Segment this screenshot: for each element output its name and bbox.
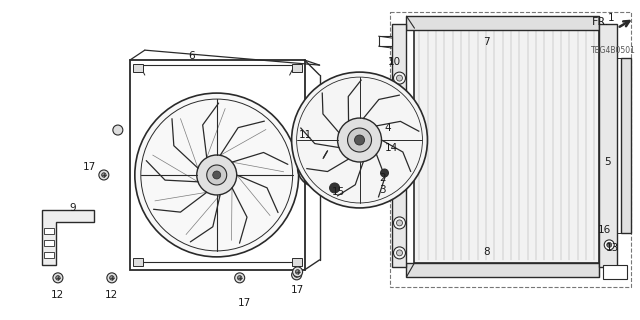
Text: FR.: FR. — [592, 17, 609, 27]
Circle shape — [212, 171, 221, 179]
Bar — [133, 258, 143, 266]
Text: 10: 10 — [388, 57, 401, 67]
Bar — [621, 58, 631, 233]
Circle shape — [337, 118, 381, 162]
Circle shape — [135, 93, 299, 257]
Circle shape — [397, 75, 403, 81]
Bar — [390, 12, 631, 287]
Circle shape — [604, 240, 614, 250]
Circle shape — [348, 128, 372, 152]
Text: 1: 1 — [608, 13, 614, 23]
Circle shape — [235, 273, 244, 283]
Circle shape — [394, 72, 406, 84]
Text: 11: 11 — [299, 130, 312, 140]
Circle shape — [330, 183, 340, 193]
Circle shape — [56, 276, 60, 280]
Circle shape — [397, 180, 403, 186]
Bar — [406, 263, 599, 277]
Text: 3: 3 — [379, 185, 386, 195]
Bar — [133, 64, 143, 72]
Text: 12: 12 — [105, 290, 118, 300]
Text: 6: 6 — [188, 51, 195, 61]
Bar — [130, 60, 305, 270]
Circle shape — [53, 273, 63, 283]
Circle shape — [394, 247, 406, 259]
Text: 9: 9 — [70, 203, 76, 213]
Bar — [415, 28, 599, 263]
Text: 16: 16 — [598, 225, 611, 235]
Bar — [44, 240, 54, 246]
Text: 7: 7 — [483, 37, 490, 47]
Polygon shape — [42, 210, 94, 265]
Bar — [292, 258, 301, 266]
Bar — [378, 36, 392, 46]
Bar — [44, 228, 54, 234]
Circle shape — [294, 272, 299, 277]
Circle shape — [292, 267, 303, 277]
Bar — [44, 252, 54, 258]
Circle shape — [397, 220, 403, 226]
Bar — [406, 16, 599, 30]
Circle shape — [394, 177, 406, 189]
Circle shape — [237, 276, 242, 280]
Text: 17: 17 — [83, 162, 97, 172]
Circle shape — [196, 155, 237, 195]
Text: 4: 4 — [384, 123, 391, 133]
Circle shape — [607, 242, 612, 247]
Text: 12: 12 — [51, 290, 65, 300]
Circle shape — [292, 270, 301, 280]
Circle shape — [397, 105, 403, 111]
Text: 13: 13 — [605, 243, 619, 253]
Text: 17: 17 — [291, 285, 304, 295]
Text: 8: 8 — [483, 247, 490, 257]
Circle shape — [355, 135, 365, 145]
Circle shape — [99, 170, 109, 180]
Text: 5: 5 — [604, 157, 611, 167]
Circle shape — [394, 102, 406, 114]
Bar — [292, 64, 301, 72]
Circle shape — [102, 173, 106, 177]
Circle shape — [109, 276, 114, 280]
Circle shape — [397, 250, 403, 256]
Circle shape — [107, 273, 117, 283]
Text: 2: 2 — [379, 173, 386, 183]
Circle shape — [292, 72, 428, 208]
Circle shape — [392, 166, 406, 180]
Text: TBG4B0501: TBG4B0501 — [591, 46, 636, 55]
Text: 15: 15 — [332, 187, 345, 197]
Text: 17: 17 — [238, 298, 252, 308]
Bar — [392, 24, 406, 267]
Bar — [599, 24, 617, 267]
Circle shape — [207, 165, 227, 185]
Bar — [604, 265, 627, 279]
Text: 14: 14 — [385, 143, 398, 153]
Circle shape — [381, 169, 388, 177]
Circle shape — [394, 217, 406, 229]
Circle shape — [296, 270, 300, 274]
Circle shape — [113, 125, 123, 135]
